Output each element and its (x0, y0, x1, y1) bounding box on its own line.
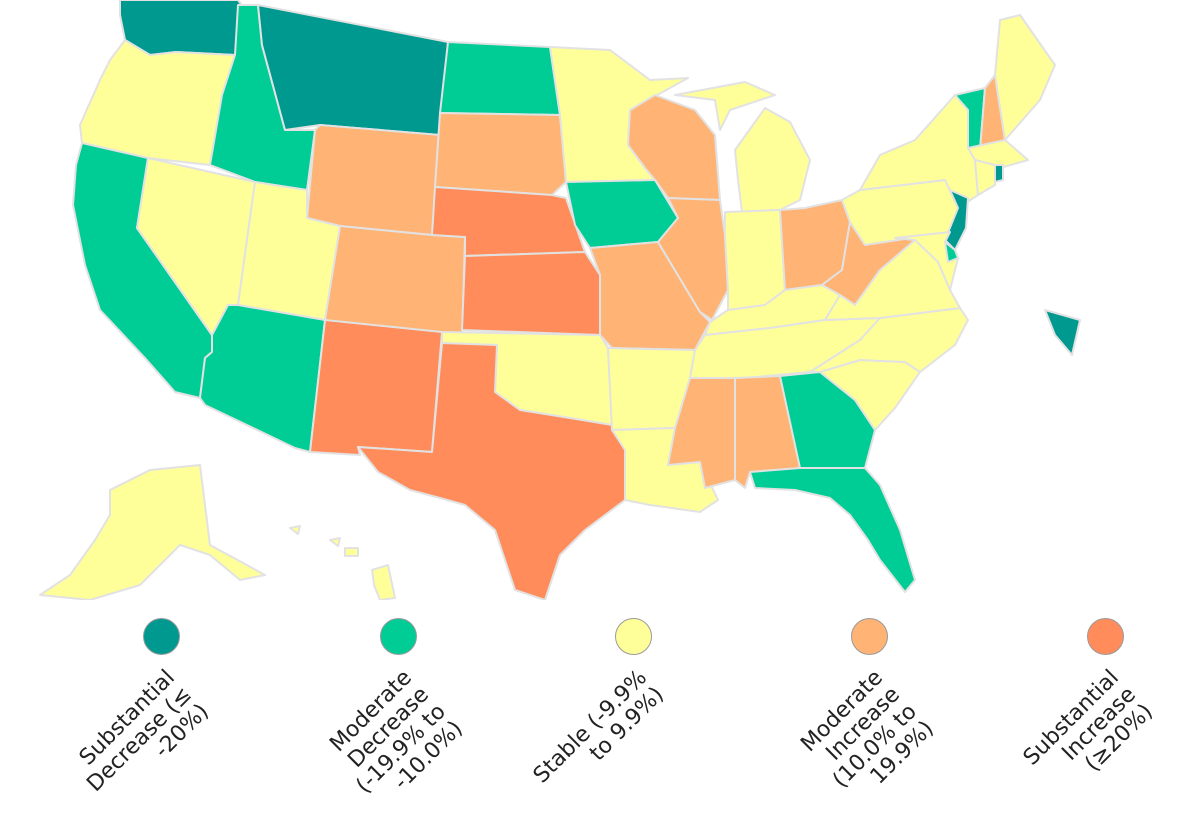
state-AZ (199, 304, 326, 453)
state-NC (809, 307, 969, 373)
legend-item-moderate-decrease: Moderate Decrease (-19.9% to -10.0%) (325, 618, 468, 800)
state-MI (674, 81, 811, 213)
legend-item-substantial-decrease: Substantial Decrease (≤ -20%) (75, 618, 214, 800)
legend-label-substantial-decrease: Substantial Decrease (≤ -20%) (66, 665, 214, 814)
state-IN (724, 209, 786, 311)
legend-swatch-stable (615, 618, 652, 655)
legend-item-moderate-increase: Moderate Increase (10.0% to 19.9%) (796, 618, 939, 800)
state-RI (994, 164, 1004, 183)
legend: Substantial Decrease (≤ -20%) Moderate D… (0, 600, 1200, 800)
state-ME (994, 14, 1056, 141)
state-MD (894, 231, 959, 291)
state-FL (749, 467, 916, 593)
state-ND (439, 41, 561, 116)
state-WA (119, 0, 248, 56)
state-CT (974, 159, 996, 196)
legend-label-moderate-increase: Moderate Increase (10.0% to 19.9%) (795, 665, 939, 810)
state-DE (944, 241, 959, 263)
legend-swatch-moderate-increase (851, 618, 888, 655)
state-WY (306, 124, 441, 236)
state-AK (39, 464, 266, 600)
legend-swatch-moderate-decrease (380, 618, 417, 655)
state-IL (657, 197, 729, 321)
state-SD (434, 112, 567, 196)
legend-label-stable: Stable (-9.9% to 9.9%) (529, 665, 669, 805)
legend-item-substantial-increase: Substantial Increase (≥20%) (1019, 618, 1158, 800)
state-OR (79, 39, 236, 166)
us-choropleth-map (39, 0, 1081, 600)
state-KS (461, 251, 601, 336)
legend-label-moderate-decrease: Moderate Decrease (-19.9% to -10.0%) (318, 665, 468, 816)
legend-label-substantial-increase: Substantial Increase (≥20%) (1019, 665, 1158, 804)
legend-item-stable: Stable (-9.9% to 9.9%) (529, 618, 669, 800)
state-TX (357, 342, 626, 600)
us-map-svg (39, 0, 1081, 600)
state-HI (289, 525, 396, 600)
state-DC (1044, 309, 1081, 356)
state-MT (257, 4, 449, 136)
state-NM (309, 319, 443, 456)
legend-swatch-substantial-increase (1087, 618, 1124, 655)
legend-swatch-substantial-decrease (143, 618, 180, 655)
